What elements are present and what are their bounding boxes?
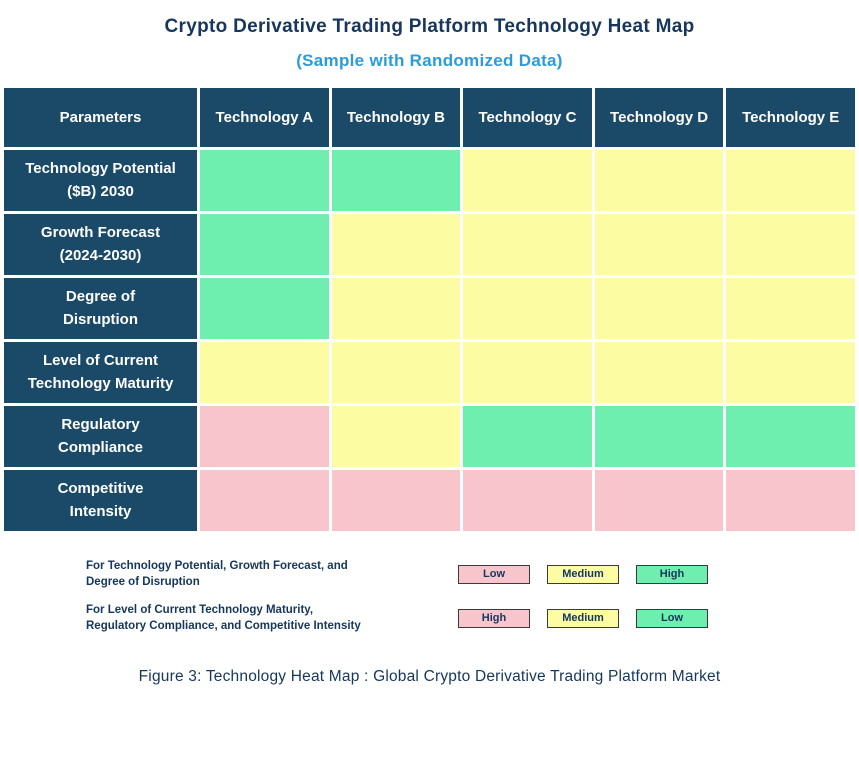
heatmap-cell [591, 403, 727, 470]
legend-text: For Technology Potential, Growth Forecas… [86, 560, 348, 589]
heatmap-cell [591, 147, 727, 214]
heatmap-cell [197, 211, 332, 278]
heatmap-cell [460, 211, 595, 278]
legend-swatch-low: Low [458, 564, 530, 584]
heatmap-cell [328, 211, 464, 278]
legend-swatch-high: High [636, 564, 708, 584]
heatmap-cell [723, 147, 858, 214]
heatmap-cell [328, 403, 464, 470]
legend-text: For Level of Current Technology Maturity… [86, 604, 361, 633]
legend-row: For Level of Current Technology Maturity… [86, 602, 859, 634]
row-label: Competitive Intensity [1, 467, 200, 534]
heatmap-cell [591, 467, 727, 534]
heatmap-cell [460, 147, 595, 214]
tech-column-header: Technology E [723, 85, 858, 150]
heatmap-cell [460, 339, 595, 406]
page-subtitle: (Sample with Randomized Data) [296, 51, 563, 70]
heatmap-row: Level of Current Technology Maturity [1, 339, 858, 406]
heatmap-cell [723, 339, 858, 406]
heatmap-body: Technology Potential ($B) 2030 Growth For… [1, 147, 858, 534]
legend: For Technology Potential, Growth Forecas… [86, 558, 859, 634]
row-label: Growth Forecast (2024-2030) [1, 211, 200, 278]
heatmap-cell [328, 275, 464, 342]
page-title: Crypto Derivative Trading Platform Techn… [164, 16, 695, 37]
legend-swatch-medium: Medium [547, 564, 619, 584]
heatmap-cell [723, 275, 858, 342]
heatmap-cell [197, 147, 332, 214]
legend-swatches: High Medium Low [458, 608, 708, 628]
heatmap-cell [723, 211, 858, 278]
legend-swatch-medium: Medium [547, 608, 619, 628]
row-label: Regulatory Compliance [1, 403, 200, 470]
heatmap-cell [328, 147, 464, 214]
heatmap-cell [591, 339, 727, 406]
row-label: Technology Potential ($B) 2030 [1, 147, 200, 214]
legend-swatches: Low Medium High [458, 564, 708, 584]
heatmap-row: Growth Forecast (2024-2030) [1, 211, 858, 278]
heatmap-cell [460, 275, 595, 342]
parameters-header: Parameters [1, 85, 200, 150]
heatmap-row: Degree of Disruption [1, 275, 858, 342]
heatmap-cell [328, 467, 464, 534]
heatmap-cell [723, 403, 858, 470]
header-row: Parameters Technology A Technology B Techno… [1, 85, 858, 150]
heatmap-cell [328, 339, 464, 406]
row-label: Degree of Disruption [1, 275, 200, 342]
heatmap-row: Competitive Intensity [1, 467, 858, 534]
row-label: Level of Current Technology Maturity [1, 339, 200, 406]
tech-column-header: Technology B [328, 85, 464, 150]
heatmap-row: Regulatory Compliance [1, 403, 858, 470]
legend-swatch-low: Low [636, 608, 708, 628]
heatmap-cell [723, 467, 858, 534]
tech-column-header: Technology C [460, 85, 595, 150]
heatmap-cell [460, 467, 595, 534]
tech-column-header: Technology A [197, 85, 332, 150]
heatmap-cell [197, 275, 332, 342]
heatmap-table: Parameters Technology A Technology B Techno… [1, 85, 858, 534]
heatmap-cell [591, 275, 727, 342]
heatmap-cell [591, 211, 727, 278]
heatmap-cell [460, 403, 595, 470]
heatmap-cell [197, 467, 332, 534]
tech-column-header: Technology D [591, 85, 727, 150]
heatmap-cell [197, 403, 332, 470]
figure-caption: Figure 3: Technology Heat Map : Global C… [138, 668, 721, 686]
heatmap-cell [197, 339, 332, 406]
heatmap-page: Crypto Derivative Trading Platform Techn… [0, 16, 859, 763]
legend-row: For Technology Potential, Growth Forecas… [86, 558, 859, 590]
legend-swatch-high: High [458, 608, 530, 628]
heatmap-row: Technology Potential ($B) 2030 [1, 147, 858, 214]
